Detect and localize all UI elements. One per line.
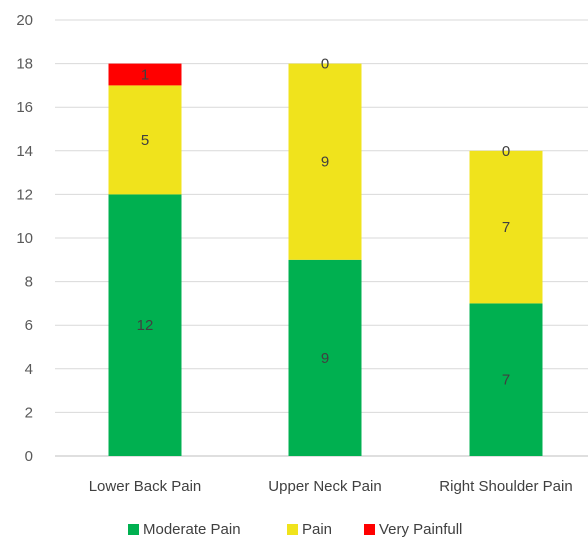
legend-swatch [128, 524, 139, 535]
bar-segment [108, 85, 182, 195]
legend-label: Moderate Pain [143, 521, 241, 538]
bar-segment [469, 150, 543, 304]
y-tick-label: 20 [16, 12, 33, 29]
x-axis: Lower Back Pain Upper Neck Pain Right Shou… [89, 478, 573, 495]
legend-swatch [364, 524, 375, 535]
bar-segment [288, 259, 362, 456]
y-tick-label: 0 [25, 448, 33, 465]
data-labels: 12 5 1 9 9 0 7 7 0 [137, 56, 511, 389]
y-axis: 0 2 4 6 8 10 12 14 16 18 20 [16, 12, 33, 465]
data-label: 0 [502, 143, 510, 160]
legend: Moderate Pain Pain Very Painfull [128, 521, 462, 538]
data-label: 9 [321, 350, 329, 367]
y-tick-label: 16 [16, 99, 33, 116]
legend-swatch [287, 524, 298, 535]
data-label: 0 [321, 56, 329, 73]
data-label: 1 [141, 67, 149, 84]
x-tick-label: Right Shoulder Pain [439, 478, 572, 495]
y-tick-label: 18 [16, 56, 33, 73]
data-label: 5 [141, 132, 149, 149]
y-tick-label: 10 [16, 230, 33, 247]
x-tick-label: Upper Neck Pain [268, 478, 381, 495]
bar-segment [288, 63, 362, 260]
data-label: 12 [137, 317, 154, 334]
data-label: 9 [321, 154, 329, 171]
y-tick-label: 14 [16, 143, 33, 160]
data-label: 7 [502, 219, 510, 236]
y-tick-label: 4 [25, 361, 33, 378]
legend-label: Pain [302, 521, 332, 538]
legend-label: Very Painfull [379, 521, 462, 538]
y-tick-label: 12 [16, 186, 33, 203]
y-tick-label: 2 [25, 404, 33, 421]
bar-segment [108, 63, 182, 86]
bars [108, 63, 543, 456]
x-tick-label: Lower Back Pain [89, 478, 202, 495]
data-label: 7 [502, 372, 510, 389]
y-tick-label: 6 [25, 317, 33, 334]
y-tick-label: 8 [25, 274, 33, 291]
bar-segment [469, 303, 543, 456]
bar-segment [108, 194, 182, 456]
